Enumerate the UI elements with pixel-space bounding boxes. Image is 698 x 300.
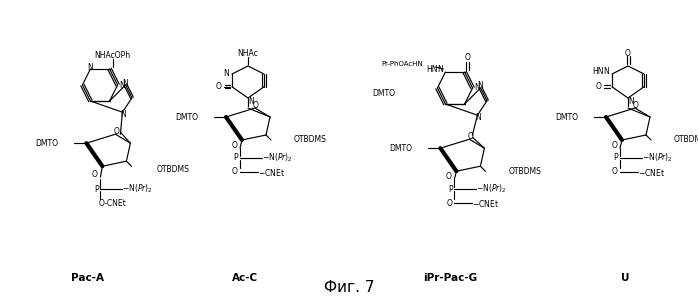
Text: HN: HN xyxy=(593,67,604,76)
Text: P: P xyxy=(233,154,238,163)
Text: O: O xyxy=(232,167,238,176)
Text: O: O xyxy=(447,199,452,208)
Text: P: P xyxy=(448,185,452,194)
Text: O: O xyxy=(633,100,639,109)
Text: DMTO: DMTO xyxy=(175,112,198,122)
Text: $-$CNEt: $-$CNEt xyxy=(473,198,500,209)
Text: N: N xyxy=(477,82,484,91)
Text: $-$CNEt: $-$CNEt xyxy=(638,167,665,178)
Text: O: O xyxy=(216,82,222,91)
Text: DMTO: DMTO xyxy=(555,112,578,122)
Text: OTBDMS: OTBDMS xyxy=(508,167,541,176)
Text: N: N xyxy=(248,97,254,106)
Text: DMTO: DMTO xyxy=(36,139,59,148)
Text: P: P xyxy=(614,154,618,163)
Text: OTBDMS: OTBDMS xyxy=(156,165,189,174)
Text: O: O xyxy=(611,140,617,149)
Text: N: N xyxy=(628,97,634,106)
Text: HN: HN xyxy=(426,64,438,74)
Text: O: O xyxy=(612,167,618,176)
Text: Фиг. 7: Фиг. 7 xyxy=(324,280,374,296)
Text: $-$N$(Pr)_2$: $-$N$(Pr)_2$ xyxy=(477,183,507,196)
Text: P: P xyxy=(94,185,98,194)
Text: $-$N$(Pr)_2$: $-$N$(Pr)_2$ xyxy=(262,152,292,164)
Text: N: N xyxy=(603,68,609,76)
Text: OTBDMS: OTBDMS xyxy=(674,136,698,145)
Text: N: N xyxy=(475,113,482,122)
Text: O: O xyxy=(231,140,237,149)
Text: O: O xyxy=(468,132,473,141)
Text: N: N xyxy=(223,70,229,79)
Text: Pr-PhOAcHN: Pr-PhOAcHN xyxy=(382,61,424,67)
Text: N: N xyxy=(438,65,443,74)
Text: $-$N$(Pr)_2$: $-$N$(Pr)_2$ xyxy=(642,152,673,164)
Text: O: O xyxy=(114,127,119,136)
Text: O: O xyxy=(91,170,98,179)
Text: Ac-C: Ac-C xyxy=(232,273,258,283)
Text: $-$N$(Pr)_2$: $-$N$(Pr)_2$ xyxy=(122,183,153,196)
Text: O: O xyxy=(596,82,602,91)
Text: N: N xyxy=(87,62,94,71)
Text: O: O xyxy=(253,100,259,109)
Text: NHAcOPh: NHAcOPh xyxy=(94,50,131,59)
Text: N: N xyxy=(121,110,126,119)
Text: iPr-Pac-G: iPr-Pac-G xyxy=(423,273,477,283)
Text: DMTO: DMTO xyxy=(372,88,395,98)
Text: $-$CNEt: $-$CNEt xyxy=(258,167,285,178)
Text: Pac-A: Pac-A xyxy=(71,273,105,283)
Text: N: N xyxy=(475,83,480,92)
Text: DMTO: DMTO xyxy=(389,144,413,153)
Text: NHAc: NHAc xyxy=(237,50,258,58)
Text: O: O xyxy=(625,49,631,58)
Text: N: N xyxy=(119,80,126,89)
Text: O: O xyxy=(465,52,470,62)
Text: O-CNEt: O-CNEt xyxy=(98,199,126,208)
Text: O: O xyxy=(445,172,452,181)
Text: N: N xyxy=(123,79,128,88)
Text: OTBDMS: OTBDMS xyxy=(294,136,327,145)
Text: U: U xyxy=(621,273,630,283)
